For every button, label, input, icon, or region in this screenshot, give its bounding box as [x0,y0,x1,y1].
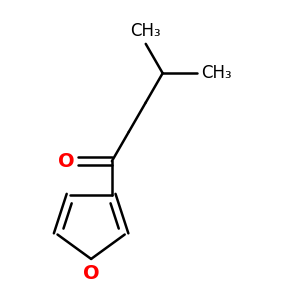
Text: O: O [83,264,99,283]
Text: CH₃: CH₃ [130,22,161,40]
Text: O: O [58,152,75,171]
Text: CH₃: CH₃ [201,64,232,82]
